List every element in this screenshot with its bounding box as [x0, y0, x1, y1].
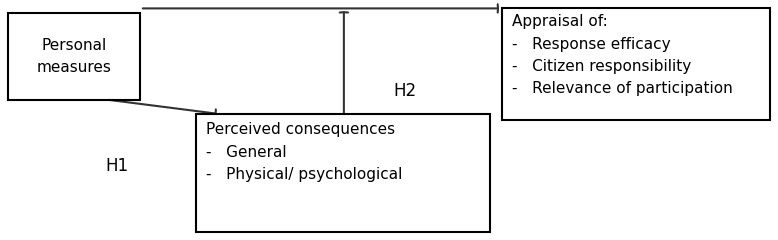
- Text: Perceived consequences
-   General
-   Physical/ psychological: Perceived consequences - General - Physi…: [206, 122, 402, 182]
- Text: H2: H2: [393, 82, 416, 100]
- Bar: [502, 8, 770, 120]
- Bar: [8, 13, 140, 100]
- Text: H1: H1: [105, 156, 128, 175]
- Bar: [196, 114, 490, 232]
- Text: Personal
measures: Personal measures: [37, 38, 111, 75]
- Text: Appraisal of:
-   Response efficacy
-   Citizen responsibility
-   Relevance of : Appraisal of: - Response efficacy - Citi…: [512, 14, 733, 96]
